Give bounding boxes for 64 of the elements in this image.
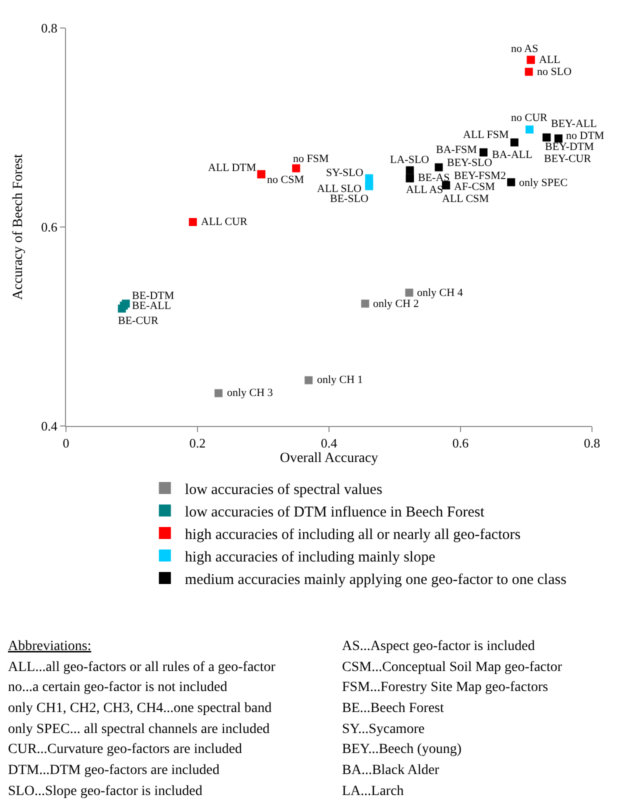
data-label: no DTM <box>566 130 604 142</box>
data-label: ALL <box>539 54 561 66</box>
legend-label: high accuracies of including all or nearly all geo-factors <box>184 526 521 543</box>
text: LA...Larch <box>342 784 404 799</box>
data-label: BEY-FSM2 <box>454 170 506 182</box>
data-label: ALL DTM <box>208 162 256 174</box>
data-label: BA-ALL <box>492 149 533 161</box>
text: Abbreviations: <box>8 639 92 654</box>
data-label: only SPEC <box>519 177 568 189</box>
data-label: only CH 4 <box>417 287 464 299</box>
text: AS...Aspect geo-factor is included <box>342 639 535 654</box>
data-label: ALL SLO <box>317 183 362 195</box>
text: only SPEC... all spectral channels are included <box>8 722 270 737</box>
text: SY...Sycamore <box>342 722 425 737</box>
x-tick-label: 0.4 <box>320 436 338 451</box>
data-label: only CH 1 <box>317 374 363 386</box>
text: BEY...Beech (young) <box>342 742 462 757</box>
data-label: BE-ALL <box>132 300 172 312</box>
text: SLO...Slope geo-factor is included <box>8 784 202 799</box>
data-label: BA-FSM <box>436 144 478 156</box>
x-axis-title: Overall Accuracy <box>280 450 378 466</box>
data-label: ALL CSM <box>442 193 490 205</box>
text: BA...Black Alder <box>342 763 440 778</box>
data-label: no CSM <box>267 174 304 186</box>
x-tick-label: 0 <box>62 436 70 451</box>
text: BE...Beech Forest <box>342 701 444 716</box>
text: FSM...Forestry Site Map geo-factors <box>342 680 548 695</box>
data-label: LA-SLO <box>390 154 430 166</box>
data-label: ALL AS <box>406 184 444 196</box>
data-label: ALL CUR <box>201 216 248 228</box>
text: CUR...Curvature geo-factors are included <box>8 742 242 757</box>
data-label: BEY-CUR <box>544 153 592 165</box>
x-tick-label: 0.8 <box>584 436 600 451</box>
data-label: BE-SLO <box>330 193 369 205</box>
legend-label: low accuracies of DTM influence in Beech Forest <box>184 504 486 520</box>
text: only CH1, CH2, CH3, CH4...one spectral band <box>8 701 272 716</box>
data-label: AF-CSM <box>454 181 496 193</box>
text: ALL...all geo-factors or all rules of a geo-factor <box>8 660 276 675</box>
y-tick-label: 0.8 <box>41 20 58 36</box>
text: DTM...DTM geo-factors are included <box>8 763 220 778</box>
legend-label: medium accuracies mainly applying one geo-factor to one class <box>184 572 567 588</box>
data-label: no FSM <box>293 153 329 165</box>
data-label: BE-DTM <box>132 290 174 302</box>
data-label: BE-CUR <box>118 315 159 327</box>
x-tick-label: 0.6 <box>452 436 470 451</box>
text: CSM...Conceptual Soil Map geo-factor <box>342 660 562 675</box>
legend-label: low accuracies of spectral values <box>184 482 382 498</box>
y-tick-label: 0.4 <box>41 418 58 434</box>
data-label: only CH 3 <box>227 387 274 399</box>
data-label: BE-AS <box>418 172 450 184</box>
data-label: no SLO <box>537 66 572 78</box>
data-label: no AS <box>511 43 538 55</box>
data-label: ALL FSM <box>463 129 509 141</box>
text: no...a certain geo-factor is not included <box>8 680 228 695</box>
data-label: no CUR <box>511 112 548 124</box>
x-tick-label: 0.2 <box>189 436 206 451</box>
y-tick-label: 0.6 <box>41 220 58 235</box>
data-label: BEY-ALL <box>551 118 598 130</box>
data-label: BEY-SLO <box>447 157 492 169</box>
legend-label: high accuracies of including mainly slope <box>184 549 436 566</box>
data-label: only CH 2 <box>373 298 419 310</box>
data-label: BEY-DTM <box>545 141 594 153</box>
data-label: SY-SLO <box>326 167 364 179</box>
y-axis-title: Accuracy of Beech Forest <box>10 154 26 300</box>
